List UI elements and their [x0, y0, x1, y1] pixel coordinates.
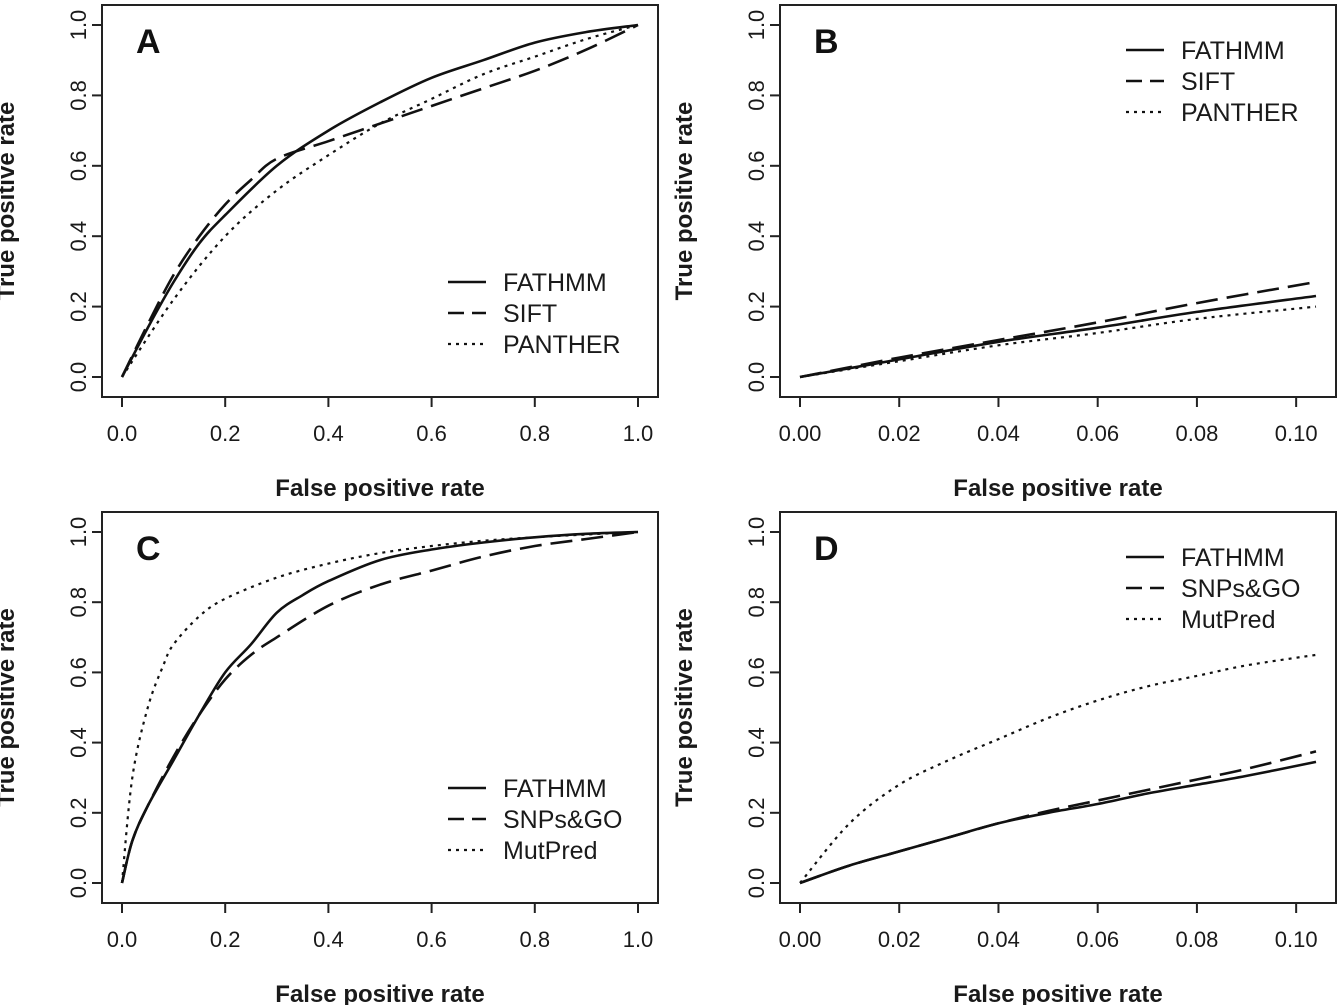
series-line-fathmm — [120, 23, 639, 378]
panel-letter: D — [814, 530, 839, 568]
x-tick-label: 0.04 — [977, 421, 1020, 446]
x-tick-label: 0.4 — [313, 927, 344, 952]
legend-label: PANTHER — [503, 331, 621, 359]
x-tick-label: 1.0 — [623, 927, 654, 952]
panel-letter: B — [814, 23, 839, 61]
panel-letter: A — [136, 23, 161, 61]
x-tick-label: 0.06 — [1076, 927, 1119, 952]
y-tick-label: 0.6 — [66, 151, 91, 182]
x-tick-label: 0.06 — [1076, 421, 1119, 446]
x-tick-label: 0.02 — [878, 927, 921, 952]
series-line-mutpred — [120, 530, 639, 884]
y-tick-label: 1.0 — [744, 10, 769, 41]
panel-letter: C — [136, 530, 161, 568]
series-line-sift — [799, 280, 1317, 379]
legend-label: SIFT — [503, 300, 557, 328]
series-line-snps-go — [799, 750, 1317, 885]
legend-label: SIFT — [1181, 68, 1235, 96]
x-tick-label: 0.4 — [313, 421, 344, 446]
y-axis-title: True positive rate — [0, 608, 20, 807]
x-tick-label: 0.8 — [520, 927, 551, 952]
y-tick-label: 0.8 — [66, 587, 91, 618]
y-tick-label: 0.6 — [66, 657, 91, 688]
x-tick-label: 0.08 — [1176, 927, 1219, 952]
x-tick-label: 0.08 — [1176, 421, 1219, 446]
x-axis-title: False positive rate — [275, 981, 484, 1005]
y-axis-title: True positive rate — [671, 102, 698, 301]
y-tick-label: 0.8 — [66, 80, 91, 111]
y-tick-label: 0.0 — [66, 868, 91, 899]
y-tick-label: 0.2 — [66, 291, 91, 322]
plot-frame — [779, 511, 1337, 904]
x-tick-label: 1.0 — [623, 421, 654, 446]
series-line-snps-go — [120, 530, 639, 884]
x-tick-label: 0.2 — [210, 421, 241, 446]
legend-label: FATHMM — [503, 269, 607, 297]
x-tick-label: 0.0 — [107, 421, 138, 446]
legend-label: PANTHER — [1181, 99, 1299, 127]
y-tick-label: 0.4 — [66, 727, 91, 758]
y-axis-title: True positive rate — [0, 102, 20, 301]
y-tick-label: 0.4 — [744, 727, 769, 758]
x-tick-label: 0.6 — [416, 927, 447, 952]
x-tick-label: 0.04 — [977, 927, 1020, 952]
x-tick-label: 0.10 — [1275, 927, 1318, 952]
y-tick-label: 0.8 — [744, 80, 769, 111]
y-tick-label: 1.0 — [66, 517, 91, 548]
y-tick-label: 0.4 — [66, 221, 91, 252]
legend-label: MutPred — [1181, 606, 1275, 634]
legend-label: FATHMM — [1181, 37, 1285, 65]
legend-label: SNPs&GO — [503, 806, 622, 834]
plot-frame — [101, 511, 659, 904]
y-tick-label: 0.8 — [744, 587, 769, 618]
y-tick-label: 0.6 — [744, 657, 769, 688]
y-tick-label: 0.0 — [66, 362, 91, 393]
y-axis-title: True positive rate — [671, 608, 698, 807]
series-line-fathmm — [799, 294, 1317, 379]
y-tick-label: 0.0 — [744, 362, 769, 393]
y-tick-label: 1.0 — [66, 10, 91, 41]
x-tick-label: 0.00 — [779, 927, 822, 952]
panel-d: 0.0 0.2 0.4 0.6 0.8 1.0 0.00 0.02 0.04 0.06 0.08 0.… — [671, 511, 1337, 1005]
x-tick-label: 0.0 — [107, 927, 138, 952]
y-tick-label: 0.4 — [744, 221, 769, 252]
plot-frame — [779, 4, 1337, 398]
series-line-mutpred — [799, 653, 1317, 884]
series-line-panther — [121, 23, 639, 378]
panel-b: 0.0 0.2 0.4 0.6 0.8 1.0 0.00 0.02 0.04 0.06 0.08 0.… — [671, 4, 1337, 502]
series-line-panther — [799, 305, 1317, 379]
x-axis-title: False positive rate — [953, 981, 1162, 1005]
y-tick-label: 0.2 — [744, 291, 769, 322]
series-line-fathmm — [799, 760, 1317, 885]
y-tick-label: 0.2 — [744, 798, 769, 829]
legend-label: FATHMM — [503, 775, 607, 803]
x-axis-title: False positive rate — [275, 475, 484, 502]
panel-c: 0.0 0.2 0.4 0.6 0.8 1.0 0.0 0.2 0.4 0.6 0.8 1.0 Fals… — [0, 511, 659, 1005]
x-tick-label: 0.6 — [416, 421, 447, 446]
x-tick-label: 0.2 — [210, 927, 241, 952]
panel-a: 0.0 0.2 0.4 0.6 0.8 1.0 0.0 0.2 0.4 0.6 0.8 1.0 Fals… — [0, 4, 659, 502]
legend-label: SNPs&GO — [1181, 575, 1300, 603]
x-tick-label: 0.00 — [779, 421, 822, 446]
y-tick-label: 0.0 — [744, 868, 769, 899]
x-tick-label: 0.02 — [878, 421, 921, 446]
y-tick-label: 1.0 — [744, 517, 769, 548]
legend-label: FATHMM — [1181, 544, 1285, 572]
x-axis-title: False positive rate — [953, 475, 1162, 502]
plot-frame — [101, 4, 659, 398]
y-tick-label: 0.6 — [744, 151, 769, 182]
x-tick-label: 0.8 — [520, 421, 551, 446]
series-line-sift — [120, 23, 639, 378]
y-tick-label: 0.2 — [66, 798, 91, 829]
legend-label: MutPred — [503, 837, 597, 865]
x-tick-label: 0.10 — [1275, 421, 1318, 446]
